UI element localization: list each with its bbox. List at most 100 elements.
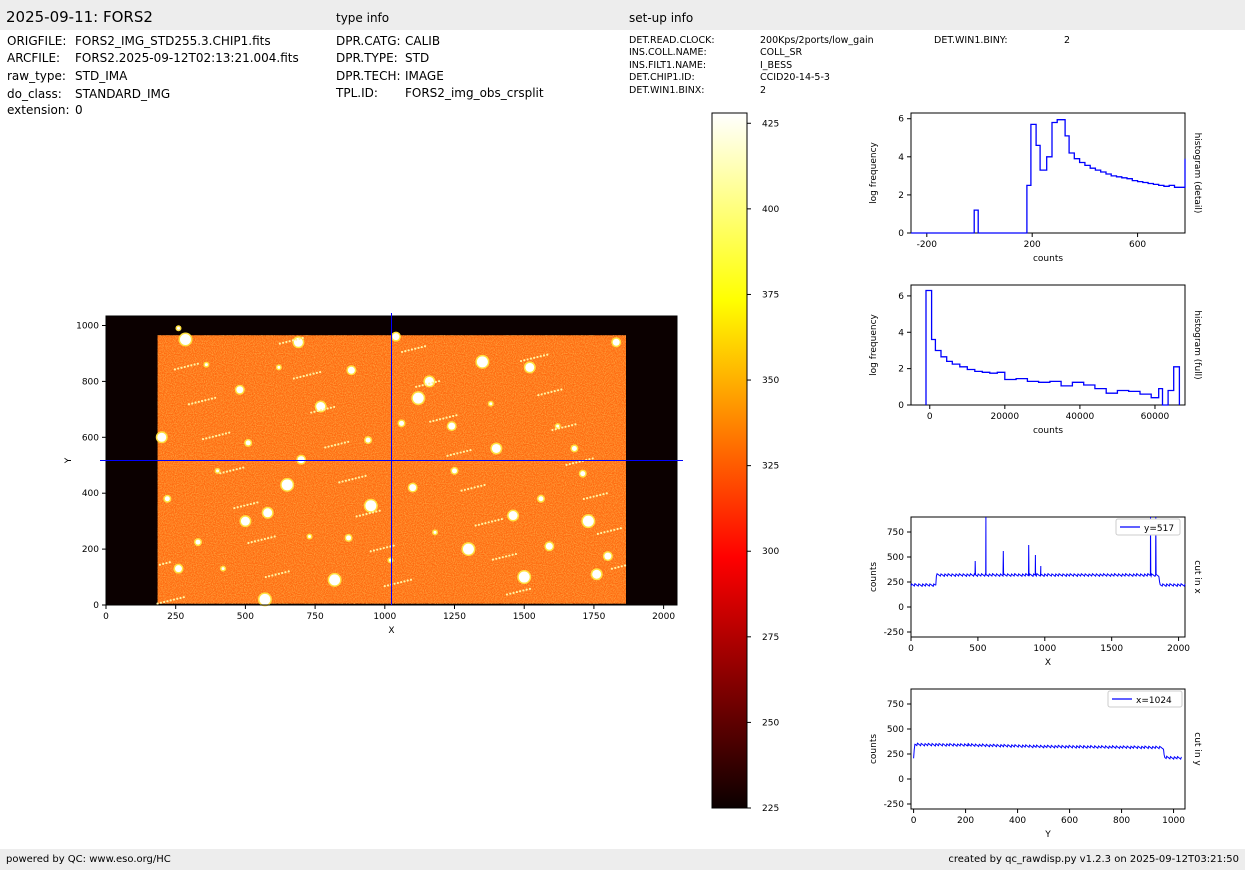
- faint-star: [158, 563, 162, 566]
- faint-star: [393, 582, 396, 585]
- faint-star: [417, 346, 420, 349]
- x-tick-label: 0: [103, 612, 109, 622]
- faint-star: [190, 364, 193, 367]
- faint-star: [210, 397, 214, 400]
- x-tick-label: 1500: [513, 612, 536, 622]
- faint-star: [536, 355, 539, 359]
- faint-star: [445, 416, 448, 419]
- side-label: cut in x: [1192, 560, 1202, 594]
- header-bar: [0, 0, 1245, 30]
- faint-star: [596, 532, 599, 535]
- faint-star: [575, 461, 578, 464]
- header-key: INS.FILT1.NAME:: [629, 60, 707, 71]
- faint-star: [438, 418, 442, 421]
- faint-star: [256, 501, 259, 504]
- faint-star: [466, 449, 469, 453]
- faint-star: [403, 580, 406, 583]
- faint-star: [285, 340, 288, 344]
- y-tick-label: 6: [898, 115, 904, 125]
- star: [259, 593, 271, 605]
- axes-frame: [910, 516, 1186, 638]
- header-value: CCID20-14-5-3: [760, 72, 830, 83]
- faint-star: [434, 380, 437, 384]
- x-tick-label: 400: [1009, 816, 1026, 826]
- faint-star: [337, 443, 340, 446]
- header-key: do_class:: [7, 87, 62, 101]
- y-tick-label: 500: [887, 725, 904, 735]
- faint-star: [383, 585, 386, 588]
- star: [308, 535, 312, 539]
- faint-star: [301, 336, 304, 340]
- star: [604, 552, 612, 560]
- faint-star: [299, 375, 302, 378]
- y-tick-label: 800: [82, 377, 99, 387]
- faint-star: [599, 493, 602, 497]
- faint-star: [249, 502, 252, 506]
- faint-star: [620, 565, 623, 568]
- faint-star: [469, 449, 472, 452]
- faint-star: [435, 418, 438, 422]
- faint-star: [201, 438, 205, 441]
- faint-star: [183, 365, 186, 369]
- faint-star: [462, 450, 466, 453]
- faint-star: [442, 417, 445, 420]
- faint-star: [168, 561, 171, 564]
- faint-star: [200, 399, 204, 403]
- star: [245, 440, 251, 446]
- y-tick-label: 400: [82, 489, 99, 499]
- faint-star: [578, 460, 581, 463]
- faint-star: [386, 584, 390, 587]
- faint-star: [551, 428, 554, 432]
- header-key: ORIGFILE:: [7, 34, 67, 48]
- faint-star: [511, 553, 514, 556]
- header-value: FORS2_IMG_STD255.3.CHIP1.fits: [75, 34, 271, 48]
- faint-star: [225, 470, 229, 473]
- histogram-detail-line: [911, 119, 1186, 234]
- header-value: FORS2.2025-09-12T02:13:21.004.fits: [75, 51, 299, 65]
- star: [347, 366, 355, 374]
- setup-info-heading: set-up info: [629, 11, 694, 25]
- x-tick-label: 60000: [1141, 412, 1170, 422]
- faint-star: [400, 581, 403, 584]
- faint-star: [228, 431, 231, 434]
- faint-star: [180, 366, 183, 369]
- x-axis-label: counts: [1033, 426, 1063, 436]
- faint-star: [348, 478, 351, 482]
- faint-star: [310, 411, 313, 414]
- faint-star: [523, 359, 526, 362]
- faint-star: [238, 467, 242, 470]
- faint-star: [368, 512, 371, 515]
- faint-star: [508, 554, 511, 557]
- y-tick-label: 750: [887, 700, 904, 710]
- faint-star: [282, 341, 285, 344]
- header-value: FORS2_img_obs_crsplit: [405, 86, 544, 100]
- axes-frame: [910, 688, 1186, 810]
- legend: x=1024: [1107, 690, 1183, 708]
- faint-star: [525, 588, 528, 591]
- faint-star: [177, 367, 180, 370]
- faint-star: [270, 536, 273, 539]
- star: [424, 376, 434, 386]
- header-value: I_BESS: [760, 60, 793, 71]
- faint-star: [239, 505, 243, 508]
- x-tick-label: 0: [911, 816, 917, 826]
- star: [365, 437, 371, 443]
- faint-star: [204, 399, 207, 402]
- faint-star: [429, 420, 432, 423]
- faint-star: [229, 469, 232, 472]
- star: [462, 543, 474, 555]
- x-tick-label: 200: [957, 816, 974, 826]
- faint-star: [515, 590, 518, 594]
- footer-right: created by qc_rawdisp.py v1.2.3 on 2025-…: [948, 854, 1239, 865]
- faint-star: [292, 377, 295, 380]
- faint-star: [235, 468, 238, 471]
- faint-star: [437, 380, 441, 383]
- faint-star: [372, 549, 376, 552]
- header-key: DET.WIN1.BINY:: [934, 35, 1008, 46]
- colorbar-panel: 225 250 275 300 325 350 375 400 425: [711, 112, 779, 814]
- faint-star: [369, 550, 372, 553]
- faint-star: [605, 492, 608, 495]
- x-tick-label: -200: [917, 240, 938, 250]
- faint-star: [543, 392, 547, 395]
- star: [281, 479, 293, 491]
